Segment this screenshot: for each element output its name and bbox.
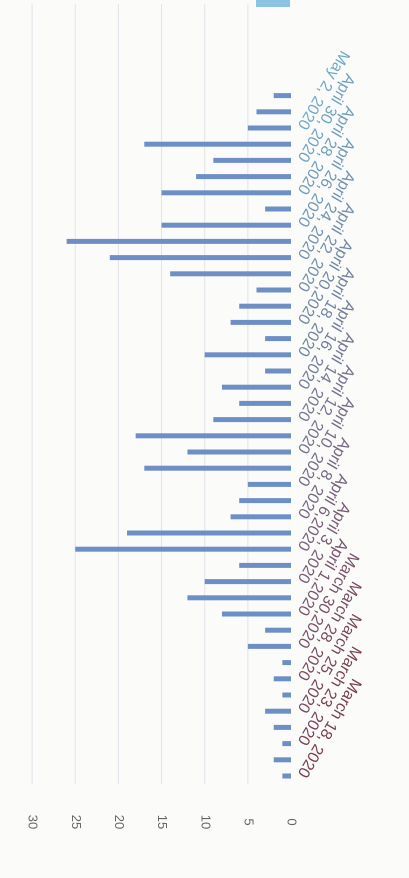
- bar: [256, 109, 291, 115]
- bar: [204, 579, 291, 585]
- bar: [239, 562, 291, 568]
- value-axis-tick: 5: [241, 818, 256, 825]
- value-axis-tick-label: 15: [155, 815, 170, 829]
- bar: [213, 157, 291, 163]
- bar: [213, 417, 291, 423]
- bar: [282, 773, 291, 779]
- value-axis-tick-label: 30: [26, 815, 41, 829]
- bar: [273, 757, 291, 763]
- bar-series: [66, 93, 292, 779]
- bar: [239, 498, 291, 504]
- bar: [265, 336, 291, 342]
- bar: [265, 206, 291, 212]
- bar: [109, 255, 292, 261]
- value-axis-tick-label: 5: [241, 818, 256, 825]
- bar: [144, 141, 291, 147]
- bar: [265, 627, 291, 633]
- bar: [239, 400, 291, 406]
- bar: [144, 465, 291, 471]
- value-axis-tick-label: 25: [69, 815, 84, 829]
- value-axis-tick: 25: [69, 815, 84, 829]
- bar: [75, 546, 291, 552]
- value-axis: 0 5 10 15 20 25 30: [26, 4, 300, 829]
- bar: [204, 352, 291, 358]
- bar: [282, 741, 291, 747]
- bar: [256, 287, 291, 293]
- value-axis-tick: 0: [285, 818, 300, 825]
- bar: [239, 303, 291, 309]
- value-axis-tick-label: 10: [198, 815, 213, 829]
- bar: [247, 125, 291, 131]
- value-axis-tick: 10: [198, 815, 213, 829]
- bar: [247, 481, 291, 487]
- bar: [221, 384, 291, 390]
- bar-partial-top: [256, 0, 290, 7]
- bar: [161, 222, 291, 228]
- bar: [196, 174, 291, 180]
- value-axis-tick: 20: [112, 815, 127, 829]
- bar: [161, 190, 291, 196]
- bar: [135, 433, 291, 439]
- bar: [187, 595, 291, 601]
- bar: [247, 643, 291, 649]
- bar: [230, 514, 291, 520]
- bar: [66, 238, 292, 244]
- bar: [221, 611, 291, 617]
- value-axis-tick: 15: [155, 815, 170, 829]
- bar: [282, 692, 291, 698]
- value-axis-tick-label: 0: [285, 818, 300, 825]
- bar: [265, 368, 291, 374]
- bar: [127, 530, 291, 536]
- value-axis-tick-label: 20: [112, 815, 127, 829]
- bar: [265, 708, 291, 714]
- bar: [273, 93, 291, 99]
- value-axis-tick: 30: [26, 815, 41, 829]
- bar: [273, 724, 291, 730]
- bar: [170, 271, 291, 277]
- bar: [282, 660, 291, 666]
- bar: [273, 676, 291, 682]
- bar: [230, 319, 291, 325]
- bar: [187, 449, 291, 455]
